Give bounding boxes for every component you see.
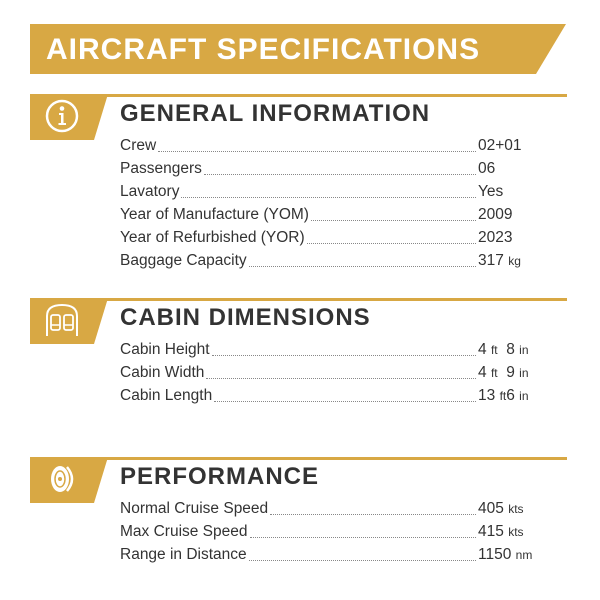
spec-list: Crew 02+01 Passengers 06 Lavatory Yes Ye… [120,134,540,272]
engine-icon [44,461,80,497]
spec-value-in: 8 [506,341,515,358]
spec-value-in: 6 [506,387,515,404]
spec-unit-ft: ft [490,366,498,380]
spec-row-crew: Crew 02+01 [120,134,540,157]
dot-leader [249,537,476,538]
section-divider [30,298,567,301]
spec-unit-ft: ft [499,389,507,403]
cabin-seats-icon [44,302,80,338]
spec-label: Baggage Capacity [120,252,247,269]
spec-label: Normal Cruise Speed [120,500,269,517]
spec-label: Range in Distance [120,546,247,563]
spec-list: Normal Cruise Speed 405 kts Max Cruise S… [120,497,540,566]
spec-unit: kg [508,254,521,268]
spec-label: Cabin Width [120,364,205,381]
spec-unit: nm [515,548,533,562]
spec-row-normal-cruise-speed: Normal Cruise Speed 405 kts [120,497,540,520]
spec-list: Cabin Height 4 ft 8 in Cabin Width 4 ft … [120,338,540,407]
spec-value: 02+01 [478,137,522,154]
title-banner: AIRCRAFT SPECIFICATIONS [30,24,566,74]
page-title: AIRCRAFT SPECIFICATIONS [46,33,481,66]
spec-unit: kts [508,502,524,516]
section-badge [30,94,108,140]
spec-value: 405 [478,500,504,517]
spec-row-range-in-distance: Range in Distance 1150 nm [120,543,540,566]
dot-leader [214,401,476,402]
spec-value: 06 [478,160,496,177]
spec-value-ft: 4 [478,364,487,381]
dot-leader [181,197,476,198]
spec-row-cabin-width: Cabin Width 4 ft 9 in [120,361,540,384]
spec-row-yor: Year of Refurbished (YOR) 2023 [120,226,540,249]
spec-unit: kts [508,525,524,539]
section-heading: PERFORMANCE [120,463,320,490]
spec-row-yom: Year of Manufacture (YOM) 2009 [120,203,540,226]
section-badge [30,457,108,503]
spec-value-ft: 4 [478,341,487,358]
spec-unit-ft: ft [490,343,498,357]
dot-leader [203,174,476,175]
spec-value-in: 9 [506,364,515,381]
spec-label: Year of Refurbished (YOR) [120,229,305,246]
spec-label: Cabin Length [120,387,213,404]
spec-value: 2023 [478,229,513,246]
spec-value: Yes [478,183,504,200]
spec-label: Cabin Height [120,341,210,358]
spec-row-max-cruise-speed: Max Cruise Speed 415 kts [120,520,540,543]
section-badge [30,298,108,344]
spec-value: 2009 [478,206,513,223]
dot-leader [211,355,476,356]
section-heading: GENERAL INFORMATION [120,100,431,127]
spec-value: 317 [478,252,504,269]
section-divider [30,94,567,97]
spec-label: Crew [120,137,157,154]
spec-unit-in: in [519,343,529,357]
section-divider [30,457,567,460]
dot-leader [206,378,476,379]
spec-row-cabin-height: Cabin Height 4 ft 8 in [120,338,540,361]
spec-unit-in: in [519,389,529,403]
spec-row-lavatory: Lavatory Yes [120,180,540,203]
section-heading: CABIN DIMENSIONS [120,304,371,331]
spec-label: Max Cruise Speed [120,523,248,540]
spec-label: Passengers [120,160,202,177]
spec-label: Lavatory [120,183,180,200]
spec-value: 1150 [478,546,512,563]
dot-leader [310,220,476,221]
dot-leader [270,514,476,515]
spec-value: 415 [478,523,504,540]
spec-row-passengers: Passengers 06 [120,157,540,180]
info-icon [44,98,80,134]
dot-leader [306,243,476,244]
spec-row-cabin-length: Cabin Length 13 ft6 in [120,384,540,407]
spec-label: Year of Manufacture (YOM) [120,206,309,223]
dot-leader [248,266,476,267]
spec-unit-in: in [519,366,529,380]
dot-leader [248,560,476,561]
dot-leader [158,151,476,152]
spec-value-ft: 13 [478,387,496,404]
spec-row-baggage-capacity: Baggage Capacity 317 kg [120,249,540,272]
